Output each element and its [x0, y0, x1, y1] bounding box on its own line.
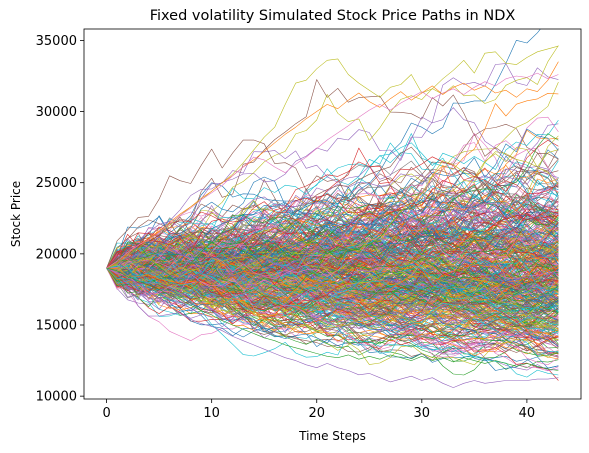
series-line-357 [106, 185, 559, 286]
series-line-372 [106, 244, 559, 345]
series-line-460 [106, 128, 559, 280]
series-line-highlight-1 [106, 61, 559, 269]
series-line-462 [106, 267, 559, 357]
series-line-366 [106, 234, 559, 366]
series-line-469 [106, 246, 559, 313]
series-line-182 [106, 267, 559, 356]
plot-frame [83, 28, 582, 400]
series-line-491 [106, 267, 559, 342]
y-tick-label: 30000 [36, 105, 77, 120]
x-tick-label: 20 [308, 406, 325, 421]
series-line-340 [106, 260, 559, 305]
series-line-474 [106, 264, 559, 302]
series-line-465 [106, 139, 559, 269]
series-line-499 [106, 255, 559, 313]
series-line-489 [106, 265, 559, 328]
series-line-488 [106, 265, 559, 341]
series-layer [106, 29, 559, 388]
x-tick-label: 40 [519, 406, 536, 421]
y-tick-label: 20000 [36, 247, 77, 262]
series-line-274 [106, 63, 559, 269]
series-line-470 [106, 195, 559, 274]
series-line-412 [106, 260, 559, 296]
series-line-479 [106, 236, 559, 291]
series-line-375 [106, 234, 559, 280]
series-line-490 [106, 219, 559, 279]
series-line-493 [106, 147, 559, 269]
series-line-429 [106, 179, 559, 291]
series-line-497 [106, 178, 559, 281]
series-line-445 [106, 267, 559, 358]
series-line-highlight-4 [106, 72, 559, 269]
series-line-494 [106, 203, 559, 270]
y-tick-label: 15000 [36, 319, 77, 334]
y-axis-label: Stock Price [9, 181, 23, 247]
series-line-498 [106, 147, 559, 275]
series-line-448 [106, 243, 559, 287]
series-line-477 [106, 255, 559, 330]
chart-title: Fixed volatility Simulated Stock Price P… [150, 8, 516, 24]
series-line-454 [106, 107, 559, 269]
series-line-422 [106, 194, 559, 272]
series-line-308 [106, 45, 559, 269]
x-tick-label: 0 [102, 406, 110, 421]
y-axis: 10000 15000 20000 25000 30000 35000 [36, 34, 84, 405]
series-line-443 [106, 245, 559, 289]
series-line-495 [106, 146, 559, 269]
x-tick-label: 10 [203, 406, 220, 421]
series-line-450 [106, 200, 559, 310]
series-line-484 [106, 251, 559, 289]
series-line-492 [106, 133, 559, 276]
series-line-417 [106, 180, 559, 269]
series-line-211 [106, 93, 559, 278]
y-tick-label: 10000 [36, 390, 77, 405]
series-line-425 [106, 240, 559, 277]
series-line-475 [106, 259, 559, 339]
x-tick-label: 30 [414, 406, 431, 421]
series-line-447 [106, 267, 559, 329]
series-line-404 [106, 267, 559, 344]
series-line-408 [106, 235, 559, 292]
series-line-496 [106, 267, 559, 355]
series-line-highlight-3 [106, 267, 559, 371]
series-line-461 [106, 243, 559, 301]
y-tick-label: 25000 [36, 176, 77, 191]
x-axis-label: Time Steps [298, 429, 366, 443]
series-line-485 [106, 222, 559, 269]
series-line-439 [106, 267, 559, 358]
series-line-430 [106, 217, 559, 307]
series-line-487 [106, 242, 559, 322]
y-tick-label: 35000 [36, 34, 77, 49]
series-line-440 [106, 188, 559, 295]
series-line-463 [106, 222, 559, 286]
series-line-300 [106, 267, 559, 371]
series-line-480 [106, 265, 559, 347]
series-line-467 [106, 255, 559, 333]
series-line-highlight-2 [106, 267, 559, 388]
series-line-456 [106, 214, 559, 280]
x-axis: 0 10 20 30 40 [102, 399, 535, 421]
series-line-350 [106, 176, 559, 269]
